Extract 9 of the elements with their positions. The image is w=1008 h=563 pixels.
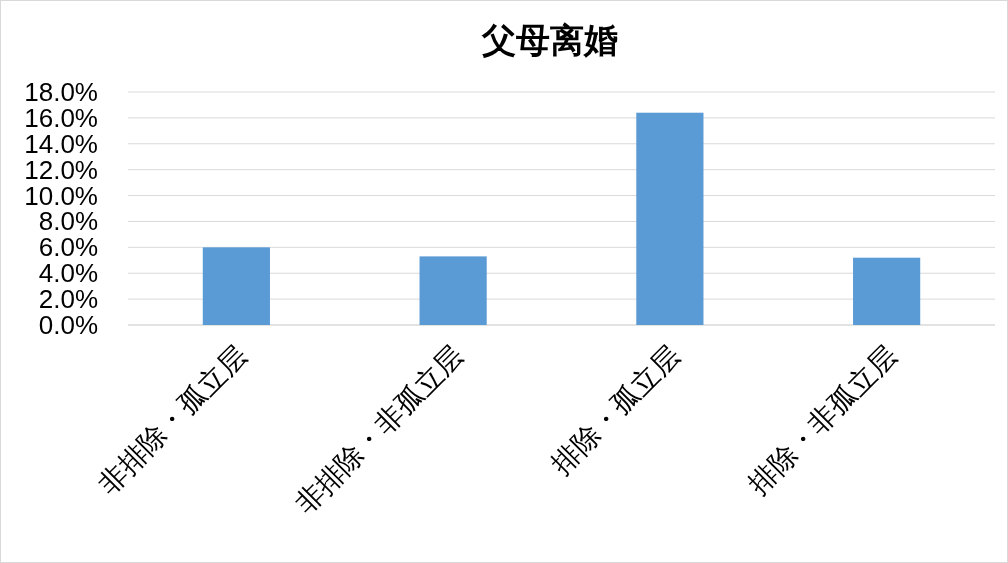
bar: [636, 112, 704, 325]
chart-title: 父母离婚: [480, 21, 618, 59]
bar: [419, 256, 487, 325]
bar: [202, 247, 270, 325]
x-tick-label: 非排除・孤立层: [92, 339, 253, 500]
x-tick-label: 非排除・非孤立层: [289, 339, 470, 520]
bar: [853, 257, 921, 325]
x-tick-label: 排除・非孤立层: [742, 339, 903, 500]
x-tick-label: 排除・孤立层: [545, 339, 687, 481]
